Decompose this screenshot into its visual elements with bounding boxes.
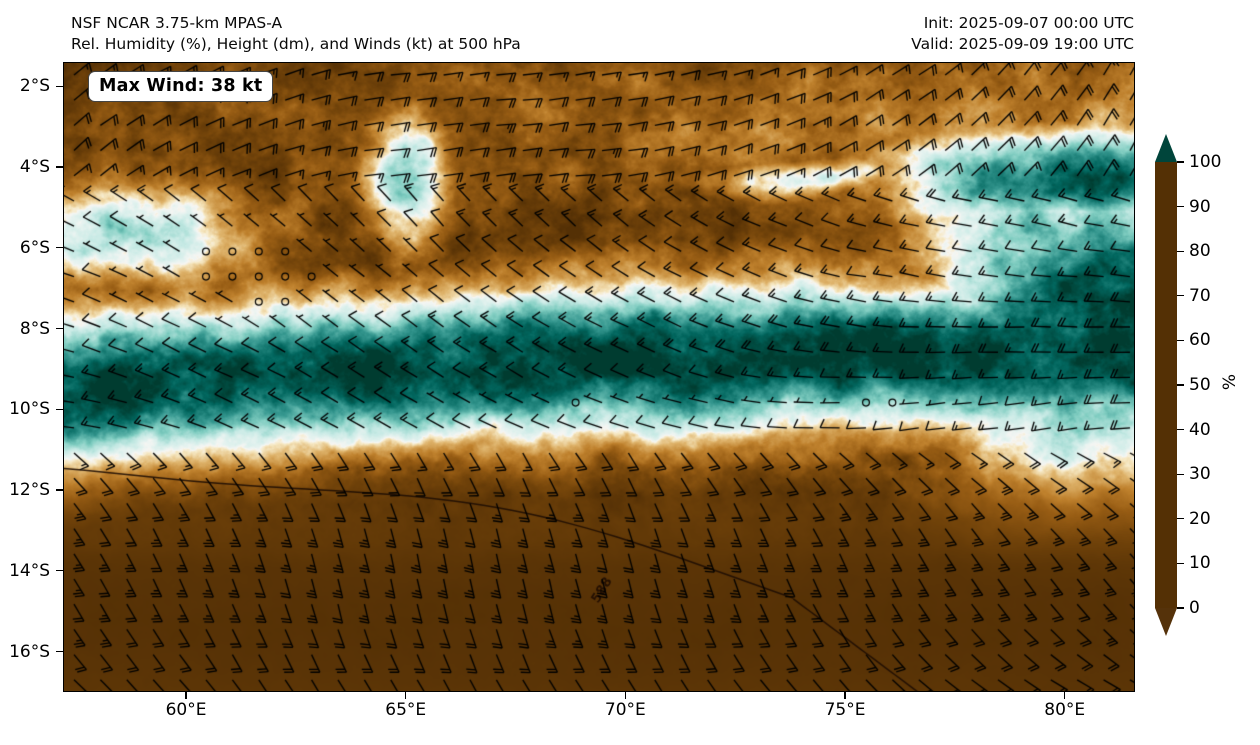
init-time: Init: 2025-09-07 00:00 UTC xyxy=(923,14,1134,32)
colorbar: 0 10 20 30 40 50 60 70 80 90 100 xyxy=(1155,134,1221,636)
latitude-tick xyxy=(56,650,63,653)
colorbar-tick-label: 90 xyxy=(1189,196,1211,217)
colorbar-tick xyxy=(1177,161,1184,163)
figure-title-left: NSF NCAR 3.75-km MPAS-A Rel. Humidity (%… xyxy=(71,13,521,55)
latitude-tick-label: 14°S xyxy=(9,560,50,581)
latitude-tick xyxy=(56,327,63,330)
longitude-tick-label: 75°E xyxy=(824,700,866,720)
latitude-tick-label: 4°S xyxy=(19,157,50,177)
colorbar-tick-label: 80 xyxy=(1189,241,1211,262)
latitude-tick xyxy=(56,489,63,491)
colorbar-unit-label: % xyxy=(1220,373,1241,391)
colorbar-tick xyxy=(1177,562,1184,565)
valid-time: Valid: 2025-09-09 19:00 UTC xyxy=(911,35,1134,53)
longitude-tick xyxy=(624,692,626,699)
colorbar-extend-bottom xyxy=(1155,608,1177,636)
winds-and-contours-overlay xyxy=(64,63,1134,691)
map-plot-area xyxy=(63,62,1135,692)
colorbar-tick-label: 20 xyxy=(1189,508,1211,529)
model-title: NSF NCAR 3.75-km MPAS-A xyxy=(71,14,283,32)
latitude-tick-label: 16°S xyxy=(9,641,50,662)
latitude-tick-label: 10°S xyxy=(9,399,50,420)
latitude-tick xyxy=(56,166,63,168)
longitude-tick-label: 60°E xyxy=(165,700,207,720)
longitude-tick-label: 65°E xyxy=(385,700,427,720)
max-wind-annotation: Max Wind: 38 kt xyxy=(88,71,274,102)
longitude-tick xyxy=(844,692,846,699)
field-title: Rel. Humidity (%), Height (dm), and Wind… xyxy=(71,35,521,53)
latitude-tick-label: 6°S xyxy=(19,237,50,258)
figure-title-right: Init: 2025-09-07 00:00 UTC Valid: 2025-0… xyxy=(911,13,1134,55)
colorbar-tick xyxy=(1177,518,1184,520)
colorbar-tick-label: 0 xyxy=(1189,598,1200,618)
colorbar-tick-label: 40 xyxy=(1189,419,1211,440)
latitude-tick xyxy=(56,408,63,410)
colorbar-tick xyxy=(1177,205,1184,208)
latitude-tick xyxy=(56,247,63,249)
colorbar-tick xyxy=(1177,473,1184,475)
longitude-tick xyxy=(405,692,407,699)
latitude-tick-label: 2°S xyxy=(19,76,50,97)
colorbar-tick-label: 10 xyxy=(1189,553,1211,574)
colorbar-tick-label: 50 xyxy=(1189,375,1211,395)
longitude-tick-label: 70°E xyxy=(604,700,646,720)
colorbar-tick xyxy=(1177,384,1184,386)
latitude-tick xyxy=(56,570,63,572)
latitude-tick xyxy=(56,85,63,87)
colorbar-tick xyxy=(1177,250,1184,252)
longitude-tick xyxy=(1064,692,1066,699)
latitude-tick-label: 8°S xyxy=(19,318,50,339)
longitude-tick-label: 80°E xyxy=(1044,700,1086,720)
colorbar-tick-label: 30 xyxy=(1189,464,1211,485)
colorbar-tick xyxy=(1177,607,1184,609)
colorbar-tick-label: 70 xyxy=(1189,285,1211,306)
colorbar-tick xyxy=(1177,428,1184,431)
colorbar-tick-label: 100 xyxy=(1189,152,1222,172)
longitude-tick xyxy=(185,692,187,699)
colorbar-gradient xyxy=(1155,162,1177,608)
latitude-tick-label: 12°S xyxy=(9,480,50,501)
colorbar-tick xyxy=(1177,339,1184,342)
colorbar-tick xyxy=(1177,295,1184,297)
colorbar-tick-label: 60 xyxy=(1189,330,1211,351)
colorbar-extend-top xyxy=(1155,134,1177,162)
